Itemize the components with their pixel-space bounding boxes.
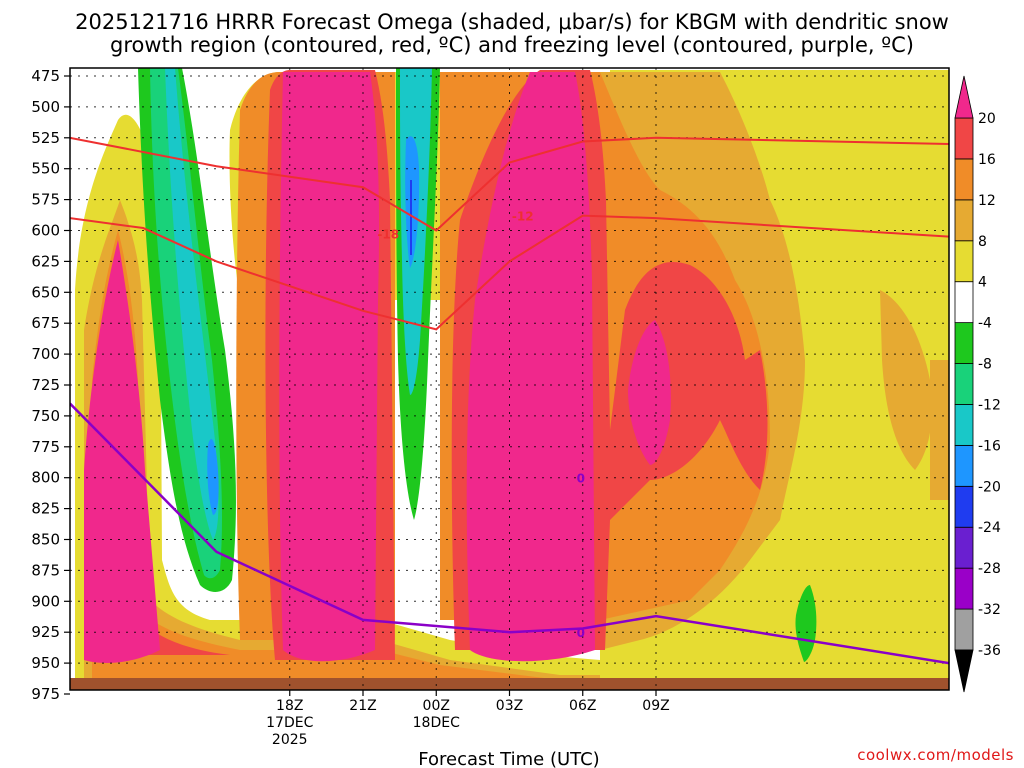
colorbar-segment [954,199,974,242]
y-tick-label: 900 [31,592,60,610]
x-tick-label: 03Z [496,698,523,714]
contour-label: 0 [577,472,585,486]
omega-band-8-12-e2 [930,360,949,500]
omega-shading [70,68,949,690]
chart-title-line2: growth region (contoured, red, ºC) and f… [110,33,914,57]
colorbar-top-arrow [954,75,974,119]
x-tick-label: 00Z [423,698,450,714]
y-tick-label: 575 [31,191,60,209]
colorbar-segment [954,322,974,364]
colorbar-tick-label: -32 [978,602,1001,618]
contour-lines [70,136,949,665]
omega-band-20-east [466,72,595,662]
omega-neg-16-20-left [207,439,219,515]
x-tick-label: 21Z [349,698,376,714]
colorbar-segment [954,485,974,528]
colorbar-segment [954,117,974,160]
contour-label: -18 [377,228,399,242]
colorbar-segment [954,281,974,324]
colorbar-bottom-arrow [954,649,974,693]
colorbar-segment [954,567,974,610]
y-tick-label: 725 [31,376,60,394]
y-tick-label: 775 [31,438,60,456]
y-tick-label: 925 [31,623,60,641]
y-tick-label: 700 [31,345,60,363]
omega-neg-4-8-east [795,585,817,662]
y-tick-label: 950 [31,654,60,672]
colorbar-segment [954,608,974,651]
y-tick-label: 600 [31,222,60,240]
colorbar-segment [954,526,974,569]
y-tick-label: 650 [31,283,60,301]
y-tick-label: 500 [31,98,60,116]
y-tick-label: 975 [31,685,60,703]
omega-band-20-east-small [628,320,671,465]
colorbar-tick-label: -4 [978,316,992,332]
credit-text: coolwx.com/models [857,746,1014,764]
y-tick-label: 800 [31,469,60,487]
colorbar-segment [954,363,974,405]
contour-line-minus12 [70,136,949,232]
y-tick-label: 550 [31,160,60,178]
colorbar-tick-label: 12 [978,193,996,209]
colorbar-tick-label: 20 [978,111,996,127]
y-axis: 475 500 525 550 575 600 625 650 675 700 725 750 775 8… [31,67,70,703]
colorbar-segment [954,240,974,283]
y-tick-label: 875 [31,561,60,579]
contour-line-minus18 [70,214,949,331]
x-tick-year: 2025 [272,732,308,748]
colorbar-tick-label: -12 [978,397,1001,413]
y-tick-label: 850 [31,531,60,549]
omega-neg-stripe-center [410,180,412,255]
colorbar-tick-label: -36 [978,643,1001,659]
omega-band-8-12-far-east [880,290,932,470]
contour-labels: -18 -12 0 0 [377,210,585,641]
colorbar-segment [954,158,974,201]
contour-label: 0 [577,626,585,640]
colorbar-tick-label: -8 [978,357,992,373]
colorbar: -36 -32 -28 -24 -20 -16 -12 -8 -4 4 8 12 16 20 [954,75,1001,693]
x-tick-label: 06Z [569,698,596,714]
x-tick-label: 18Z [276,698,303,714]
contour-label: -12 [512,210,534,224]
x-tick-date: 17DEC [266,715,313,731]
y-tick-label: 625 [31,252,60,270]
colorbar-tick-label: 4 [978,275,987,291]
contour-line-0 [70,402,949,665]
omega-band-20-west [84,240,160,663]
y-tick-label: 675 [31,314,60,332]
colorbar-segment [954,444,974,487]
omega-band-20-center [279,72,380,662]
y-tick-label: 475 [31,67,60,85]
x-tick-label: 09Z [642,698,669,714]
y-tick-label: 525 [31,129,60,147]
y-tick-label: 750 [31,407,60,425]
colorbar-tick-label: -16 [978,438,1001,454]
colorbar-tick-label: -24 [978,520,1001,536]
chart-title-line1: 2025121716 HRRR Forecast Omega (shaded, … [75,10,949,34]
colorbar-tick-label: 16 [978,152,996,168]
colorbar-tick-label: -28 [978,561,1001,577]
colorbar-tick-label: -20 [978,479,1001,495]
y-tick-label: 825 [31,500,60,518]
x-axis-title: Forecast Time (UTC) [418,749,599,768]
omega-neg-12-16-left [165,68,219,540]
x-tick-date: 18DEC [413,715,460,731]
colorbar-segment [954,404,974,446]
colorbar-tick-label: 8 [978,234,987,250]
